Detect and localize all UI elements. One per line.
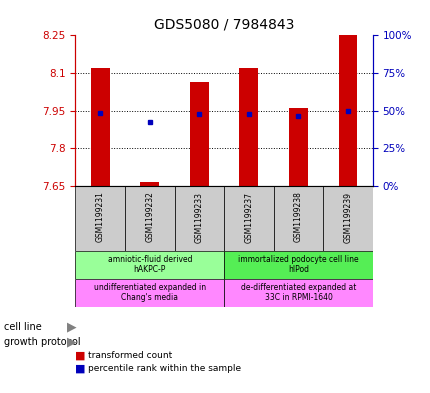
- Text: percentile rank within the sample: percentile rank within the sample: [88, 364, 241, 373]
- Bar: [75, 251, 224, 279]
- Text: GSM1199231: GSM1199231: [95, 191, 104, 242]
- Bar: [174, 186, 224, 251]
- Text: GSM1199233: GSM1199233: [194, 191, 203, 242]
- Bar: [224, 251, 372, 279]
- Bar: [224, 279, 372, 307]
- Text: undifferentiated expanded in
Chang's media: undifferentiated expanded in Chang's med…: [93, 283, 206, 302]
- Text: immortalized podocyte cell line
hIPod: immortalized podocyte cell line hIPod: [238, 255, 358, 274]
- Bar: [140, 182, 159, 186]
- Bar: [224, 186, 273, 251]
- Bar: [322, 186, 372, 251]
- Bar: [289, 108, 307, 186]
- Bar: [75, 279, 224, 307]
- Text: GSM1199237: GSM1199237: [244, 191, 253, 242]
- Text: amniotic-fluid derived
hAKPC-P: amniotic-fluid derived hAKPC-P: [107, 255, 192, 274]
- Text: cell line: cell line: [4, 322, 42, 332]
- Bar: [125, 186, 174, 251]
- Text: GSM1199238: GSM1199238: [293, 191, 302, 242]
- Bar: [239, 68, 258, 186]
- Text: GSM1199239: GSM1199239: [343, 191, 352, 242]
- Title: GDS5080 / 7984843: GDS5080 / 7984843: [154, 17, 294, 31]
- Bar: [190, 82, 208, 186]
- Text: ▶: ▶: [67, 335, 76, 349]
- Text: de-differentiated expanded at
33C in RPMI-1640: de-differentiated expanded at 33C in RPM…: [240, 283, 355, 302]
- Bar: [338, 35, 356, 186]
- Text: ■: ■: [75, 363, 86, 373]
- Text: transformed count: transformed count: [88, 351, 172, 360]
- Bar: [75, 186, 125, 251]
- Text: ■: ■: [75, 351, 86, 361]
- Text: growth protocol: growth protocol: [4, 337, 81, 347]
- Bar: [91, 68, 109, 186]
- Text: GSM1199232: GSM1199232: [145, 191, 154, 242]
- Text: ▶: ▶: [67, 320, 76, 334]
- Bar: [273, 186, 322, 251]
